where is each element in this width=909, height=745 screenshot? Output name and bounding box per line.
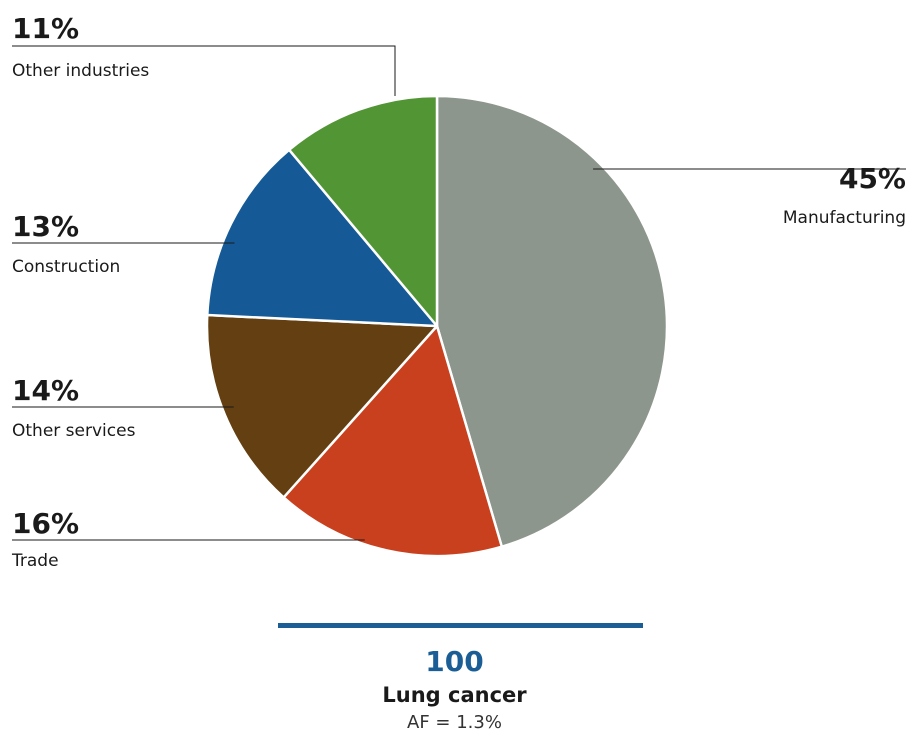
- pie-slice-construction: [206, 148, 439, 328]
- pie-slice-trade: [282, 324, 504, 558]
- chart-subtitle: Lung cancer: [382, 683, 527, 707]
- slice-percent-label: 14%: [12, 374, 79, 407]
- slice-category-label: Construction: [12, 257, 120, 277]
- slice-percent-label: 11%: [12, 12, 79, 45]
- slice-category-label: Other industries: [12, 61, 149, 81]
- pie-slice-other-industries: [287, 94, 439, 328]
- pie-slice-manufacturing: [435, 94, 669, 548]
- attributable-fraction-note: AF = 1.3%: [407, 712, 502, 733]
- leader-line: [12, 45, 396, 96]
- pie-slice-other-services: [205, 313, 439, 499]
- total-value: 100: [425, 645, 484, 678]
- slice-category-label: Other services: [12, 421, 136, 441]
- pie-slices: [205, 94, 669, 558]
- slice-percent-label: 16%: [12, 507, 79, 540]
- slice-percent-label: 45%: [839, 162, 906, 195]
- total-divider: [278, 623, 643, 628]
- slice-labels: 45% Manufacturing 16% Trade 14% Other service…: [11, 12, 906, 571]
- slice-category-label: Manufacturing: [783, 208, 906, 228]
- slice-percent-label: 13%: [12, 210, 79, 243]
- slice-category-label: Trade: [11, 551, 59, 571]
